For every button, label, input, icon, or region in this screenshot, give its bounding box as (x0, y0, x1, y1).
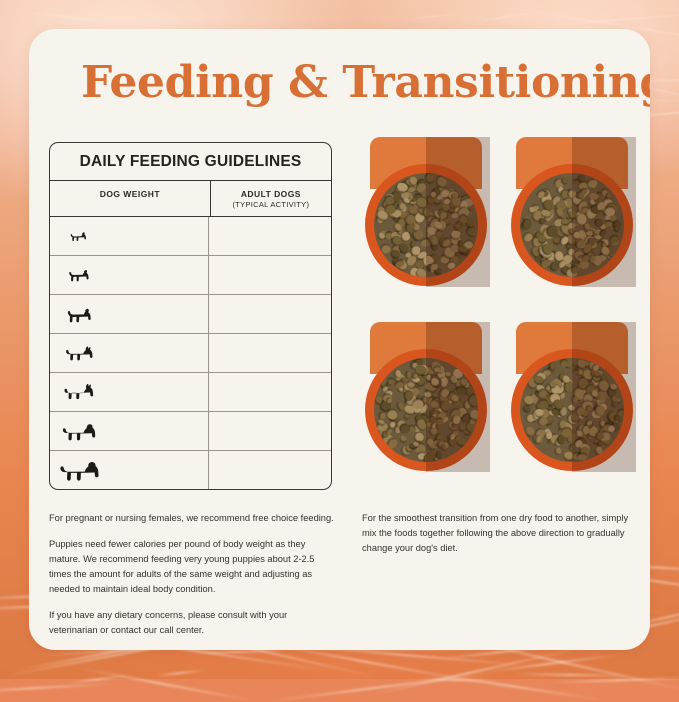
kibble-texture (374, 173, 478, 277)
row-weight-cell (50, 256, 210, 294)
table-row (50, 295, 331, 334)
transition-card (508, 137, 636, 287)
column-header-adult-dogs-sublabel: (TYPICAL ACTIVITY) (232, 199, 310, 209)
column-header-dog-weight: DOG WEIGHT (50, 181, 211, 216)
transition-note-paragraph: For the smoothest transition from one dr… (362, 513, 629, 554)
transition-card (362, 137, 490, 287)
table-row (50, 256, 331, 295)
background-streak (267, 671, 498, 702)
bowl-food-area (520, 358, 624, 462)
column-header-adult-dogs-label: ADULT DOGS (240, 189, 301, 199)
column-header-adult-dogs: ADULT DOGS (TYPICAL ACTIVITY) (211, 181, 331, 216)
row-weight-cell (50, 412, 210, 450)
row-weight-cell (50, 373, 210, 411)
row-amount-cell (209, 334, 331, 372)
row-amount-cell (209, 295, 331, 333)
bowl-food-area (374, 173, 478, 277)
kibble-texture (520, 173, 624, 277)
feeding-notes-left: For pregnant or nursing females, we reco… (49, 511, 334, 638)
dog-silhouette-small (50, 267, 108, 283)
dog-silhouette-large (50, 380, 108, 404)
food-bowl-icon (511, 349, 633, 471)
transition-note-right: For the smoothest transition from one dr… (362, 511, 637, 556)
food-bowl-icon (511, 164, 633, 286)
food-bowl-icon (365, 349, 487, 471)
background-streak (155, 669, 206, 677)
background-streak (407, 13, 458, 20)
background-streak (25, 11, 105, 22)
feeding-note-paragraph: If you have any dietary concerns, please… (49, 610, 288, 636)
kibble-texture (374, 358, 478, 462)
transition-card (508, 322, 636, 472)
table-row (50, 334, 331, 373)
bowl-food-area (374, 358, 478, 462)
transition-card (362, 322, 490, 472)
row-weight-cell (50, 295, 210, 333)
row-weight-cell (50, 334, 210, 372)
daily-feeding-guidelines-table: DAILY FEEDING GUIDELINES DOG WEIGHT ADUL… (49, 142, 332, 490)
table-row (50, 217, 331, 256)
dog-silhouette-extra-large (50, 419, 108, 444)
feeding-note-paragraph: Puppies need fewer calories per pound of… (49, 539, 315, 595)
dog-silhouette-medium (50, 343, 108, 364)
page-title: Feeding & Transitioning (81, 57, 650, 108)
table-header-row: DOG WEIGHT ADULT DOGS (TYPICAL ACTIVITY) (50, 181, 331, 217)
table-row (50, 412, 331, 451)
row-amount-cell (209, 412, 331, 450)
dog-silhouette-giant (50, 456, 108, 484)
row-amount-cell (209, 373, 331, 411)
kibble-texture (520, 358, 624, 462)
info-sheet: Feeding & Transitioning DAILY FEEDING GU… (29, 29, 650, 650)
column-header-dog-weight-label: DOG WEIGHT (99, 189, 160, 199)
table-body (50, 217, 331, 489)
row-amount-cell (209, 256, 331, 294)
background-streak (71, 674, 131, 684)
dog-silhouette-medium-small (50, 305, 108, 324)
table-title: DAILY FEEDING GUIDELINES (50, 143, 331, 181)
dog-silhouette-toy (50, 229, 108, 243)
table-row (50, 451, 331, 489)
background-streak (479, 11, 536, 22)
background-streak (0, 682, 112, 694)
feeding-note-paragraph: For pregnant or nursing females, we reco… (49, 513, 334, 523)
table-row (50, 373, 331, 412)
bowl-food-area (520, 173, 624, 277)
row-amount-cell (209, 217, 331, 255)
row-weight-cell (50, 451, 210, 489)
row-amount-cell (209, 451, 331, 489)
row-weight-cell (50, 217, 210, 255)
food-bowl-icon (365, 164, 487, 286)
